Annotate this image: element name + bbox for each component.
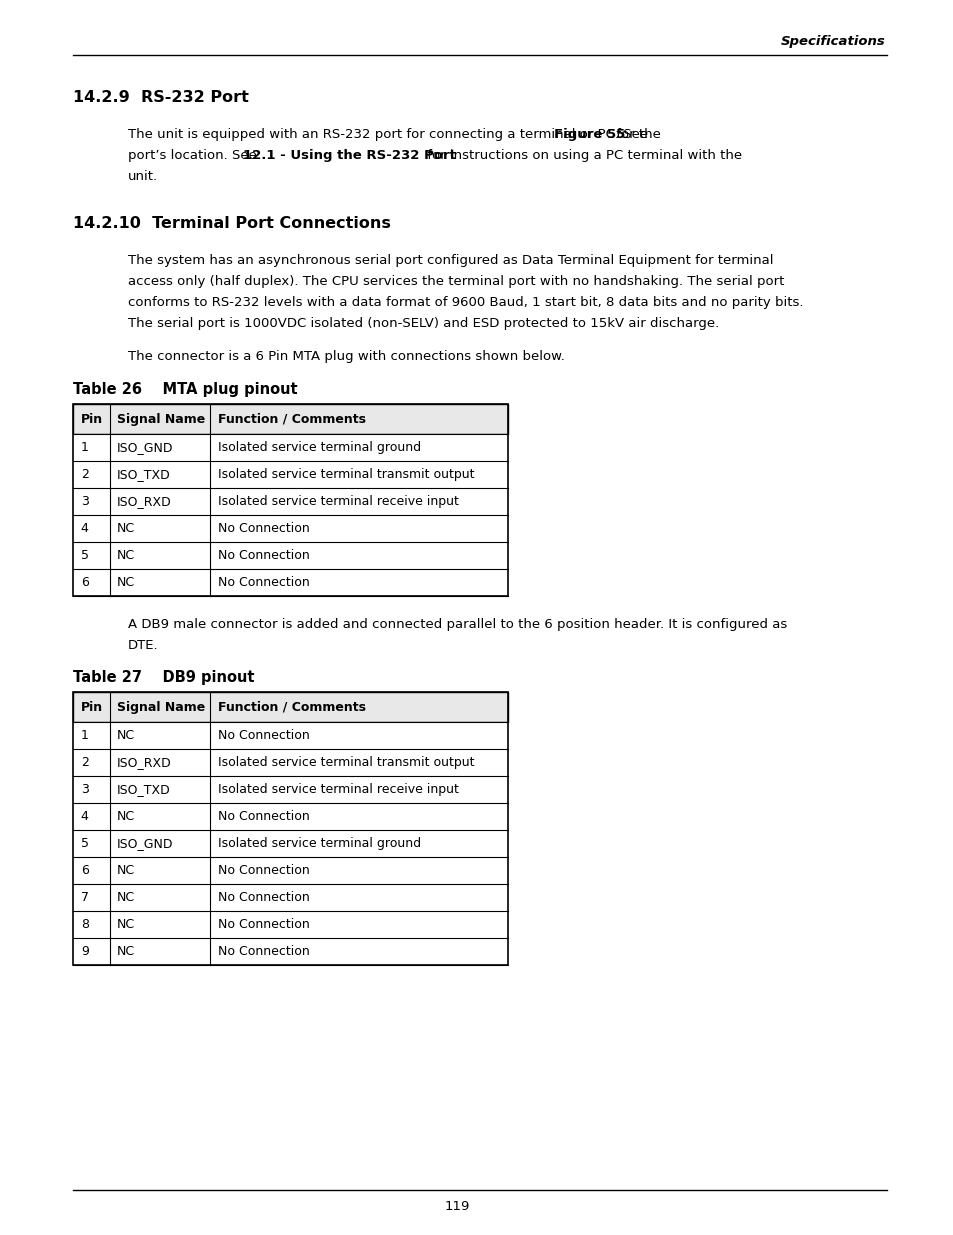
- Text: 4: 4: [81, 522, 89, 535]
- Bar: [73, 911, 507, 939]
- Bar: [73, 569, 507, 597]
- Text: ISO_TXD: ISO_TXD: [117, 468, 171, 480]
- Text: 14.2.9  RS-232 Port: 14.2.9 RS-232 Port: [73, 90, 249, 105]
- Text: Signal Name: Signal Name: [117, 412, 205, 426]
- Bar: [73, 404, 507, 597]
- Text: No Connection: No Connection: [217, 890, 310, 904]
- Text: NC: NC: [117, 550, 135, 562]
- Bar: [73, 515, 507, 542]
- Text: 6: 6: [81, 864, 89, 877]
- Text: NC: NC: [117, 945, 135, 958]
- Text: port’s location. See: port’s location. See: [128, 149, 261, 162]
- Bar: [73, 857, 507, 884]
- Text: No Connection: No Connection: [217, 918, 310, 931]
- Text: No Connection: No Connection: [217, 729, 310, 742]
- Text: conforms to RS-232 levels with a data format of 9600 Baud, 1 start bit, 8 data b: conforms to RS-232 levels with a data fo…: [128, 296, 802, 309]
- Text: 4: 4: [81, 810, 89, 823]
- Text: 119: 119: [444, 1200, 470, 1213]
- Text: ISO_RXD: ISO_RXD: [117, 495, 172, 508]
- Text: access only (half duplex). The CPU services the terminal port with no handshakin: access only (half duplex). The CPU servi…: [128, 275, 783, 288]
- Text: Signal Name: Signal Name: [117, 700, 205, 714]
- Bar: [73, 404, 507, 433]
- Text: 6: 6: [81, 576, 89, 589]
- Text: NC: NC: [117, 890, 135, 904]
- Text: The system has an asynchronous serial port configured as Data Terminal Equipment: The system has an asynchronous serial po…: [128, 254, 773, 267]
- Text: The connector is a 6 Pin MTA plug with connections shown below.: The connector is a 6 Pin MTA plug with c…: [128, 350, 564, 363]
- Text: The serial port is 1000VDC isolated (non-SELV) and ESD protected to 15kV air dis: The serial port is 1000VDC isolated (non…: [128, 317, 719, 330]
- Text: No Connection: No Connection: [217, 576, 310, 589]
- Text: No Connection: No Connection: [217, 810, 310, 823]
- Text: Specifications: Specifications: [780, 35, 884, 48]
- Bar: [73, 692, 507, 965]
- Text: NC: NC: [117, 576, 135, 589]
- Bar: [73, 884, 507, 911]
- Text: Isolated service terminal ground: Isolated service terminal ground: [217, 441, 420, 454]
- Text: ISO_TXD: ISO_TXD: [117, 783, 171, 797]
- Bar: [73, 939, 507, 965]
- Bar: [73, 776, 507, 803]
- Text: Isolated service terminal transmit output: Isolated service terminal transmit outpu…: [217, 468, 474, 480]
- Text: 1: 1: [81, 441, 89, 454]
- Text: 5: 5: [81, 837, 89, 850]
- Text: Table 27    DB9 pinout: Table 27 DB9 pinout: [73, 671, 254, 685]
- Text: NC: NC: [117, 918, 135, 931]
- Text: Isolated service terminal receive input: Isolated service terminal receive input: [217, 495, 458, 508]
- Bar: [73, 748, 507, 776]
- Bar: [73, 803, 507, 830]
- Text: 14.2.10  Terminal Port Connections: 14.2.10 Terminal Port Connections: [73, 216, 391, 231]
- Bar: [73, 488, 507, 515]
- Text: 8: 8: [81, 918, 89, 931]
- Text: NC: NC: [117, 810, 135, 823]
- Text: No Connection: No Connection: [217, 522, 310, 535]
- Text: NC: NC: [117, 729, 135, 742]
- Text: Isolated service terminal ground: Isolated service terminal ground: [217, 837, 420, 850]
- Text: NC: NC: [117, 522, 135, 535]
- Bar: [73, 542, 507, 569]
- Text: The unit is equipped with an RS-232 port for connecting a terminal or PC. See: The unit is equipped with an RS-232 port…: [128, 128, 652, 141]
- Text: Function / Comments: Function / Comments: [217, 700, 366, 714]
- Bar: [73, 692, 507, 722]
- Text: Figure 55: Figure 55: [554, 128, 625, 141]
- Text: Isolated service terminal transmit output: Isolated service terminal transmit outpu…: [217, 756, 474, 769]
- Text: Isolated service terminal receive input: Isolated service terminal receive input: [217, 783, 458, 797]
- Text: 2: 2: [81, 756, 89, 769]
- Text: 3: 3: [81, 495, 89, 508]
- Text: 5: 5: [81, 550, 89, 562]
- Bar: [73, 830, 507, 857]
- Text: 9: 9: [81, 945, 89, 958]
- Text: for the: for the: [611, 128, 660, 141]
- Text: 7: 7: [81, 890, 89, 904]
- Text: 3: 3: [81, 783, 89, 797]
- Text: No Connection: No Connection: [217, 864, 310, 877]
- Bar: [73, 722, 507, 748]
- Text: NC: NC: [117, 864, 135, 877]
- Text: No Connection: No Connection: [217, 550, 310, 562]
- Bar: [73, 433, 507, 461]
- Text: 2: 2: [81, 468, 89, 480]
- Text: unit.: unit.: [128, 170, 158, 183]
- Text: 1: 1: [81, 729, 89, 742]
- Text: Pin: Pin: [81, 412, 103, 426]
- Text: for instructions on using a PC terminal with the: for instructions on using a PC terminal …: [422, 149, 740, 162]
- Text: Table 26    MTA plug pinout: Table 26 MTA plug pinout: [73, 382, 297, 396]
- Text: ISO_RXD: ISO_RXD: [117, 756, 172, 769]
- Text: A DB9 male connector is added and connected parallel to the 6 position header. I: A DB9 male connector is added and connec…: [128, 618, 786, 631]
- Text: 12.1 - Using the RS-232 Port: 12.1 - Using the RS-232 Port: [242, 149, 456, 162]
- Text: ISO_GND: ISO_GND: [117, 837, 173, 850]
- Bar: [73, 461, 507, 488]
- Text: ISO_GND: ISO_GND: [117, 441, 173, 454]
- Text: No Connection: No Connection: [217, 945, 310, 958]
- Text: DTE.: DTE.: [128, 638, 158, 652]
- Text: Function / Comments: Function / Comments: [217, 412, 366, 426]
- Text: Pin: Pin: [81, 700, 103, 714]
